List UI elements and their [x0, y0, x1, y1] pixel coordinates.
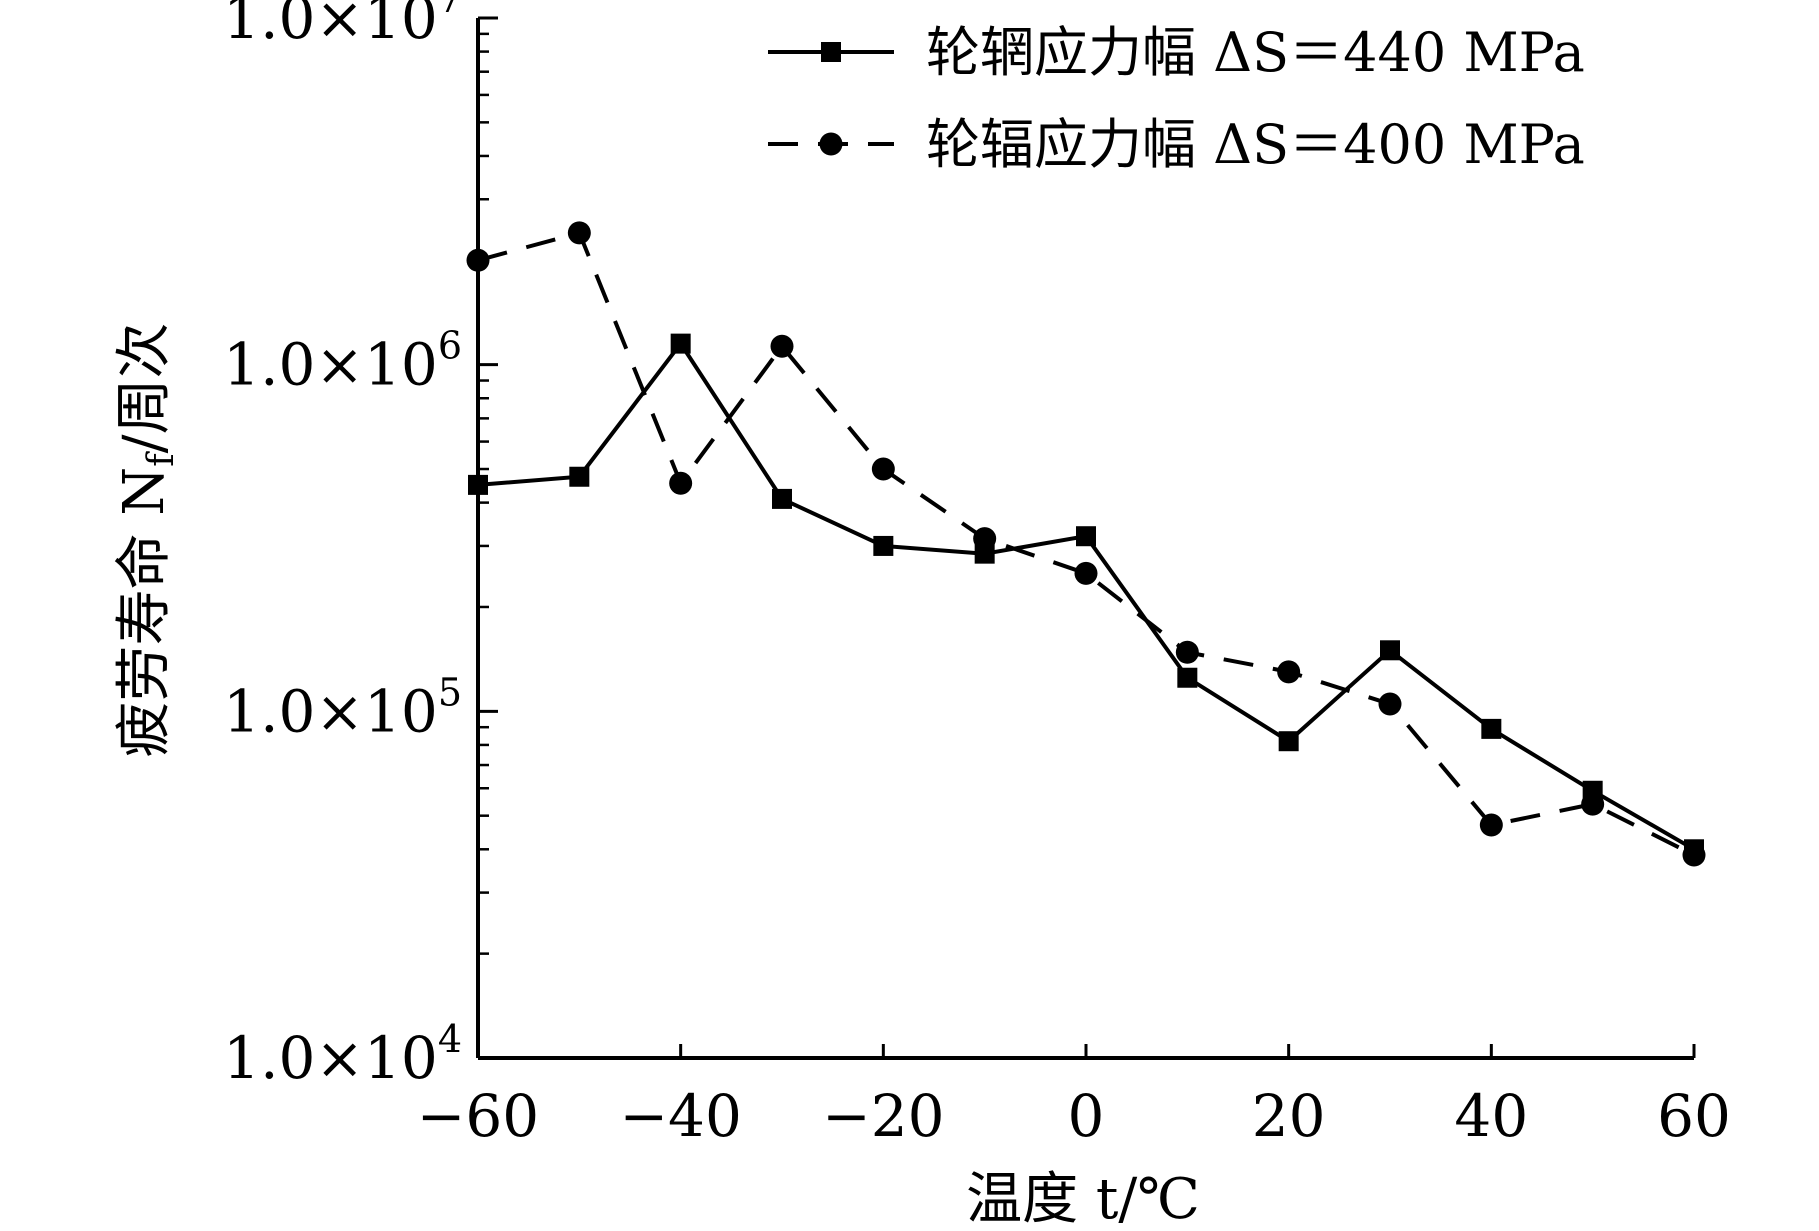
data-point-square [1380, 640, 1400, 661]
legend-item-2: 轮辐应力幅 ΔS＝400 MPa [768, 113, 1585, 176]
data-point-circle [973, 527, 997, 551]
data-point-circle [466, 248, 490, 272]
data-point-square [1177, 667, 1198, 688]
legend: 轮辋应力幅 ΔS＝440 MPa 轮辐应力幅 ΔS＝400 MPa [768, 21, 1585, 176]
y-tick-label: 1.0×104 [223, 1017, 462, 1092]
legend-label: 轮辋应力幅 ΔS＝440 MPa [926, 21, 1585, 84]
axes: −60 −40 −20 0 20 40 60 1.0×104 1.0×105 1.0×106 1.0… [223, 0, 1731, 1150]
data-point-circle [1175, 640, 1199, 664]
data-point-circle [1581, 792, 1605, 816]
data-point-square [1481, 718, 1502, 739]
legend-label: 轮辐应力幅 ΔS＝400 MPa [926, 113, 1585, 176]
legend-marker-circle [819, 132, 843, 156]
data-point-square [670, 333, 691, 354]
data-point-circle [871, 457, 895, 481]
data-point-square [468, 474, 488, 495]
data-point-square [569, 466, 590, 487]
x-tick-label: −60 [417, 1082, 539, 1150]
data-point-circle [669, 471, 693, 495]
y-tick-label: 1.0×107 [223, 0, 462, 52]
x-axis-title: 温度 t/℃ [966, 1167, 1200, 1231]
x-tick-label: −20 [822, 1082, 944, 1150]
data-point-square [1076, 526, 1096, 547]
x-tick-label: 60 [1657, 1082, 1731, 1150]
y-tick-label: 1.0×105 [223, 670, 462, 745]
x-tick-label: 40 [1454, 1082, 1528, 1150]
data-point-circle [1378, 692, 1402, 716]
data-point-square [1278, 731, 1299, 752]
series-line [477, 340, 1696, 852]
y-tick-label: 1.0×106 [223, 324, 462, 399]
x-tick-label: 0 [1068, 1082, 1105, 1150]
data-point-circle [1277, 660, 1301, 684]
legend-item-1: 轮辋应力幅 ΔS＝440 MPa [768, 21, 1585, 84]
data-point-circle [1074, 561, 1098, 585]
data-point-circle [770, 334, 794, 358]
y-axis-title: 疲劳寿命 Nf/周次 [112, 322, 182, 757]
data-point-square [873, 535, 894, 556]
data-point-square [772, 488, 792, 509]
legend-marker-square [821, 42, 841, 62]
data-point-circle [1479, 813, 1503, 837]
x-tick-label: −40 [619, 1082, 741, 1150]
series-2 [466, 221, 1706, 867]
series-layer [466, 221, 1706, 867]
data-point-circle [567, 221, 591, 245]
data-point-circle [1682, 843, 1706, 867]
series-1 [468, 333, 1704, 860]
x-tick-label: 20 [1252, 1082, 1326, 1150]
